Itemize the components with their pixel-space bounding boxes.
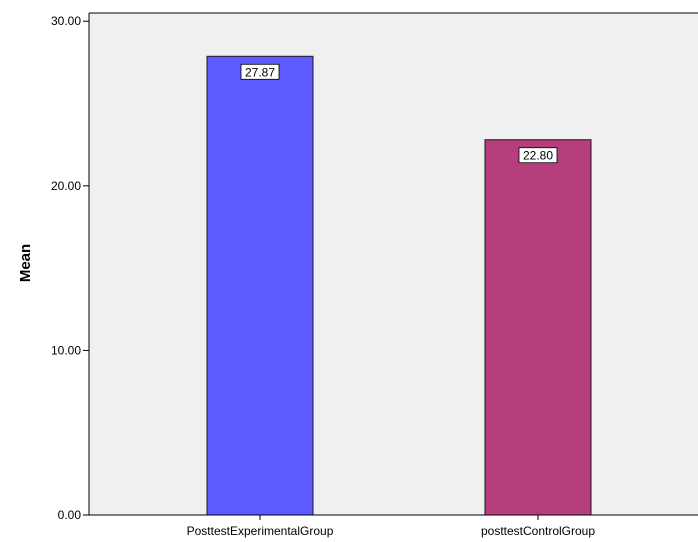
data-label: 22.80 [523, 149, 553, 163]
y-tick-label: 20.00 [51, 179, 81, 193]
bar [484, 139, 592, 516]
x-category-label: posttestControlGroup [481, 524, 595, 538]
y-tick-label: 0.00 [58, 508, 82, 522]
y-tick-label: 10.00 [51, 343, 81, 357]
y-axis-ticks: 0.00 10.00 20.00 30.00 [51, 14, 89, 522]
y-axis-title: Mean [17, 244, 34, 282]
bars: 27.87 22.80 [206, 55, 592, 516]
x-category-label: PosttestExperimentalGroup [187, 524, 334, 538]
data-label-box [518, 147, 558, 164]
y-tick-label: 30.00 [51, 14, 81, 28]
bar [206, 55, 314, 516]
x-axis-labels: PosttestExperimentalGroup posttestControl… [187, 515, 595, 538]
data-label-box [240, 63, 280, 80]
data-label: 27.87 [245, 65, 275, 79]
plot-area [89, 13, 698, 515]
